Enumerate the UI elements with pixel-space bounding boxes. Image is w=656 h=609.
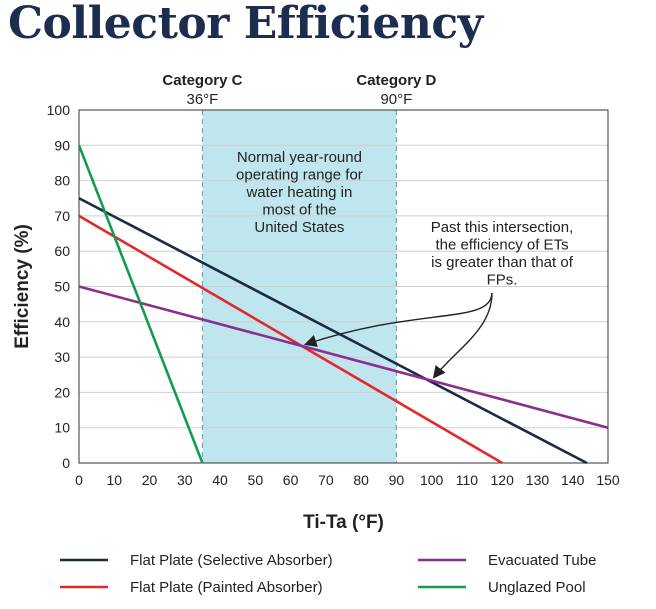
band-note-line: United States <box>254 219 344 236</box>
legend-label-pool: Unglazed Pool <box>488 579 586 596</box>
band-note-line: most of the <box>262 202 336 219</box>
y-tick-label-10: 10 <box>54 420 70 436</box>
x-tick-label-80: 80 <box>353 472 369 488</box>
series-line-painted <box>78 214 503 465</box>
category-temp-1: 90°F <box>380 91 412 108</box>
band-note-line: Normal year-round <box>237 149 362 166</box>
annotation-line: is greater than that of <box>431 254 574 271</box>
x-tick-label-150: 150 <box>596 472 620 488</box>
x-tick-label-20: 20 <box>142 472 158 488</box>
y-tick-label-40: 40 <box>54 314 70 330</box>
y-tick-label-60: 60 <box>54 243 70 259</box>
x-axis-title: Ti-Ta (°F) <box>303 512 384 533</box>
x-tick-label-60: 60 <box>283 472 299 488</box>
band-note-line: water heating in <box>245 184 352 201</box>
category-name-1: Category D <box>356 72 436 89</box>
chart-title: Collector Efficiency <box>8 0 483 49</box>
x-tick-label-0: 0 <box>75 472 83 488</box>
y-tick-label-0: 0 <box>62 455 70 471</box>
band-note-line: operating range for <box>236 167 363 184</box>
x-tick-label-130: 130 <box>526 472 550 488</box>
annotation-line: FPs. <box>487 272 518 289</box>
series-line-evacuated <box>78 285 609 429</box>
y-tick-label-70: 70 <box>54 208 70 224</box>
x-tick-label-70: 70 <box>318 472 334 488</box>
category-name-0: Category C <box>162 72 242 89</box>
x-tick-label-90: 90 <box>389 472 405 488</box>
annotation-arrow-et-intersection <box>432 292 493 379</box>
legend-label-painted: Flat Plate (Painted Absorber) <box>130 579 323 596</box>
x-tick-label-140: 140 <box>561 472 585 488</box>
x-tick-label-10: 10 <box>106 472 122 488</box>
x-tick-label-40: 40 <box>212 472 228 488</box>
x-tick-label-30: 30 <box>177 472 193 488</box>
legend-label-evacuated: Evacuated Tube <box>488 552 596 569</box>
legend-label-selective: Flat Plate (Selective Absorber) <box>130 552 333 569</box>
x-tick-label-50: 50 <box>248 472 264 488</box>
series-line-selective <box>78 197 588 465</box>
y-tick-label-80: 80 <box>54 173 70 189</box>
y-tick-label-20: 20 <box>54 384 70 400</box>
x-tick-label-120: 120 <box>491 472 515 488</box>
x-tick-label-110: 110 <box>456 472 479 488</box>
y-tick-label-100: 100 <box>47 102 71 118</box>
y-axis-title: Efficiency (%) <box>12 224 33 349</box>
category-temp-0: 36°F <box>187 91 219 108</box>
annotation-arrow-fp-intersection <box>303 292 493 347</box>
annotation-line: Past this intersection, <box>431 219 574 236</box>
series-line-pool <box>77 144 204 464</box>
annotation-line: the efficiency of ETs <box>435 237 568 254</box>
x-tick-label-100: 100 <box>420 472 444 488</box>
y-tick-label-50: 50 <box>54 279 70 295</box>
y-tick-label-90: 90 <box>54 137 70 153</box>
y-tick-label-30: 30 <box>54 349 70 365</box>
